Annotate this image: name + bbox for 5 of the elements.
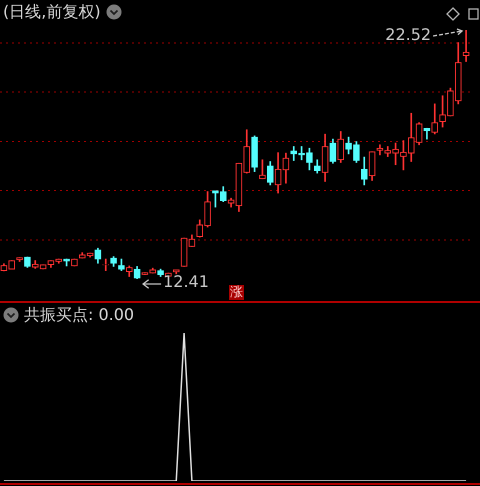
annotation: 12.41 [163, 272, 209, 292]
annotation: 22.52 [385, 25, 432, 44]
chart-title: 共振买点: 0.00 [24, 305, 134, 324]
chart-title: (日线,前复权) [3, 2, 101, 21]
text: 涨 [229, 285, 244, 300]
